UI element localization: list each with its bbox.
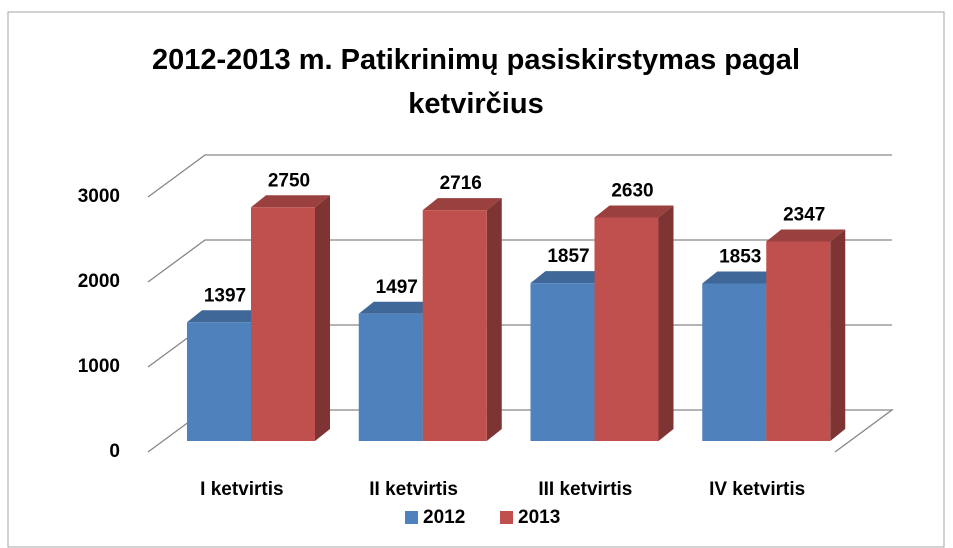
legend-swatch bbox=[405, 511, 418, 524]
bar-top bbox=[358, 301, 438, 314]
data-label: 2347 bbox=[783, 205, 825, 226]
bar-front bbox=[766, 241, 831, 441]
y-tick-label: 1000 bbox=[78, 356, 120, 377]
legend-label: 2013 bbox=[518, 507, 560, 528]
grid-line bbox=[147, 154, 892, 198]
bar bbox=[251, 195, 330, 441]
data-label: 2630 bbox=[611, 180, 653, 201]
bar-top bbox=[251, 195, 330, 208]
data-label: 1497 bbox=[376, 277, 418, 298]
data-label: 1857 bbox=[547, 246, 589, 267]
bar bbox=[594, 205, 674, 441]
bar bbox=[422, 198, 502, 441]
x-tick-label: II ketvirtis bbox=[369, 479, 458, 500]
data-label: 2716 bbox=[440, 173, 482, 194]
y-tick-label: 0 bbox=[109, 441, 120, 462]
bar-front bbox=[187, 322, 251, 441]
y-tick-label: 3000 bbox=[78, 186, 120, 207]
legend-label: 2012 bbox=[423, 507, 465, 528]
bar-top bbox=[702, 271, 782, 284]
x-tick-label: III ketvirtis bbox=[538, 479, 632, 500]
bar-side bbox=[658, 205, 674, 441]
data-label: 2750 bbox=[268, 170, 310, 191]
bar-top bbox=[594, 205, 674, 218]
bar-front bbox=[422, 210, 487, 441]
y-tick-label: 2000 bbox=[78, 271, 120, 292]
x-tick-label: I ketvirtis bbox=[200, 479, 283, 500]
bar-top bbox=[422, 198, 502, 211]
bar-front bbox=[530, 283, 595, 441]
data-label: 1853 bbox=[719, 247, 761, 268]
bar-front bbox=[358, 313, 423, 441]
bar-front bbox=[594, 217, 659, 441]
bar-top bbox=[187, 310, 266, 323]
bar bbox=[766, 229, 846, 441]
legend-swatch bbox=[500, 511, 513, 524]
bar-front bbox=[702, 283, 767, 441]
bar-side bbox=[315, 195, 330, 441]
chart-frame bbox=[7, 11, 945, 548]
bar-top bbox=[766, 229, 846, 242]
x-tick-label: IV ketvirtis bbox=[709, 479, 805, 500]
data-label: 1397 bbox=[204, 285, 246, 306]
bar-front bbox=[251, 207, 315, 441]
bar-top bbox=[530, 271, 610, 284]
bar-side bbox=[486, 198, 502, 441]
chart-title: 2012-2013 m. Patikrinimų pasiskirstymas … bbox=[151, 44, 800, 120]
bar-side bbox=[830, 229, 846, 441]
